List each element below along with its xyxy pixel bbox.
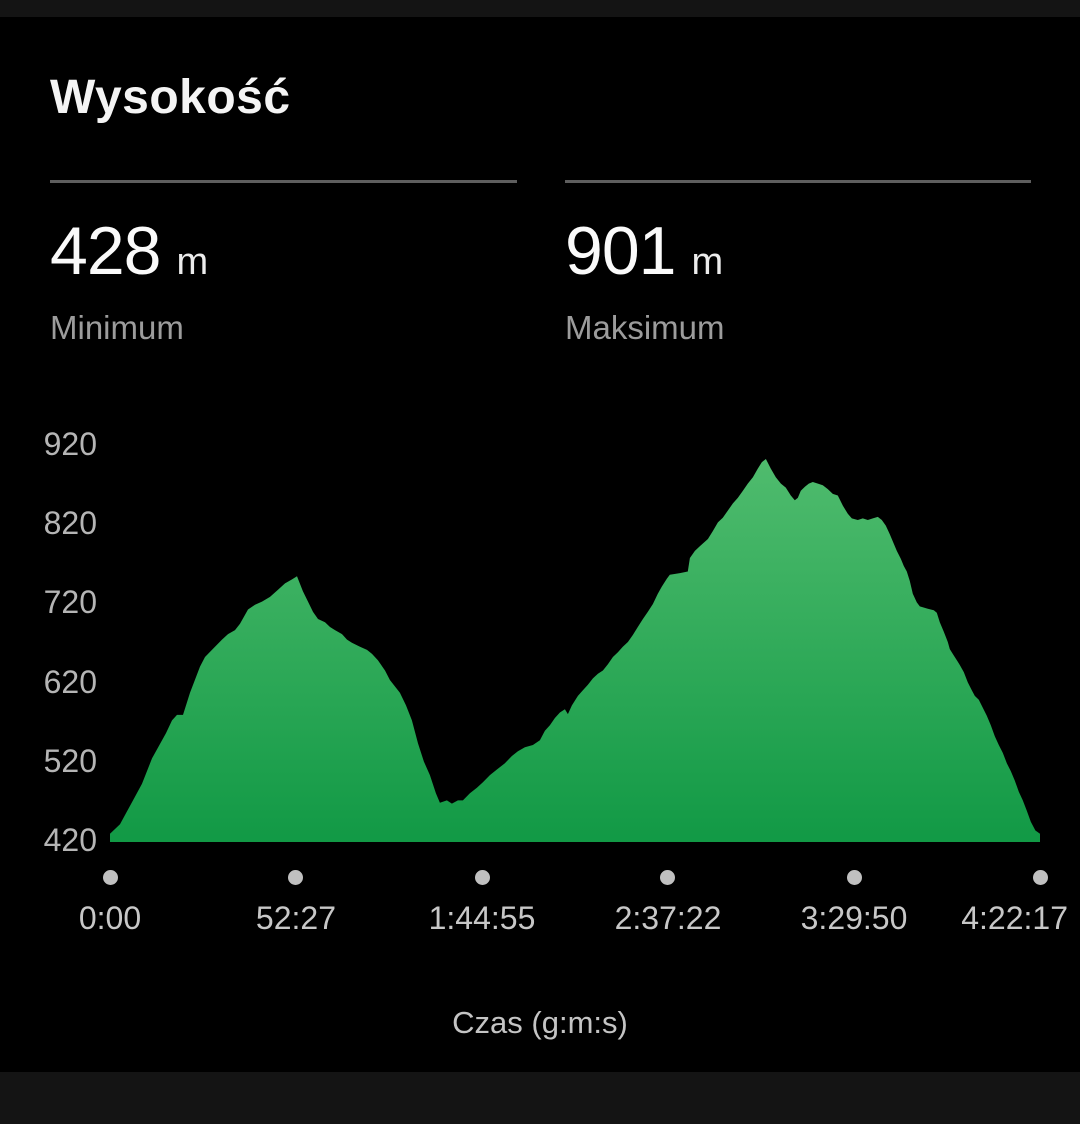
y-tick-label: 520 (43, 742, 97, 779)
x-axis-title: Czas (g:m:s) (452, 1005, 628, 1040)
x-tick-label: 4:22:17 (961, 900, 1068, 936)
min-unit: m (176, 241, 209, 283)
max-unit: m (691, 241, 724, 283)
x-tick-label: 2:37:22 (614, 900, 722, 936)
bottom-divider-strip (0, 1072, 1080, 1124)
max-value: 901 (565, 213, 676, 289)
max-value-row: 901 m (565, 217, 1031, 285)
min-value: 428 (50, 213, 161, 289)
x-tick-label: 3:29:50 (800, 900, 908, 936)
y-tick-label: 620 (43, 663, 97, 700)
max-label: Maksimum (565, 309, 725, 346)
min-label: Minimum (50, 309, 184, 346)
x-tick-label: 52:27 (255, 900, 336, 936)
x-tick-dot (846, 870, 862, 885)
min-value-row: 428 m (50, 217, 517, 285)
x-tick-dot (1032, 870, 1048, 885)
y-axis: 420 520 620 720 820 920 (0, 0, 97, 1124)
x-tick-dot (288, 870, 304, 885)
x-tick-label: 0:00 (78, 900, 142, 936)
y-tick-label: 820 (43, 505, 97, 542)
stat-divider-max (565, 180, 1031, 183)
elevation-area-shape (110, 459, 1040, 842)
y-tick-label: 420 (43, 822, 97, 858)
top-divider-strip (0, 0, 1080, 17)
x-tick-dot (474, 870, 490, 885)
x-tick-dot (102, 870, 118, 885)
stat-maximum: 901 m Maksimum (565, 180, 1031, 347)
stat-minimum: 428 m Minimum (50, 180, 517, 347)
x-tick-label: 1:44:55 (428, 900, 536, 936)
y-tick-label: 920 (43, 426, 97, 462)
stat-divider-min (50, 180, 517, 183)
section-title: Wysokość (50, 71, 291, 124)
y-tick-label: 720 (43, 584, 97, 621)
x-tick-dot (660, 870, 676, 885)
